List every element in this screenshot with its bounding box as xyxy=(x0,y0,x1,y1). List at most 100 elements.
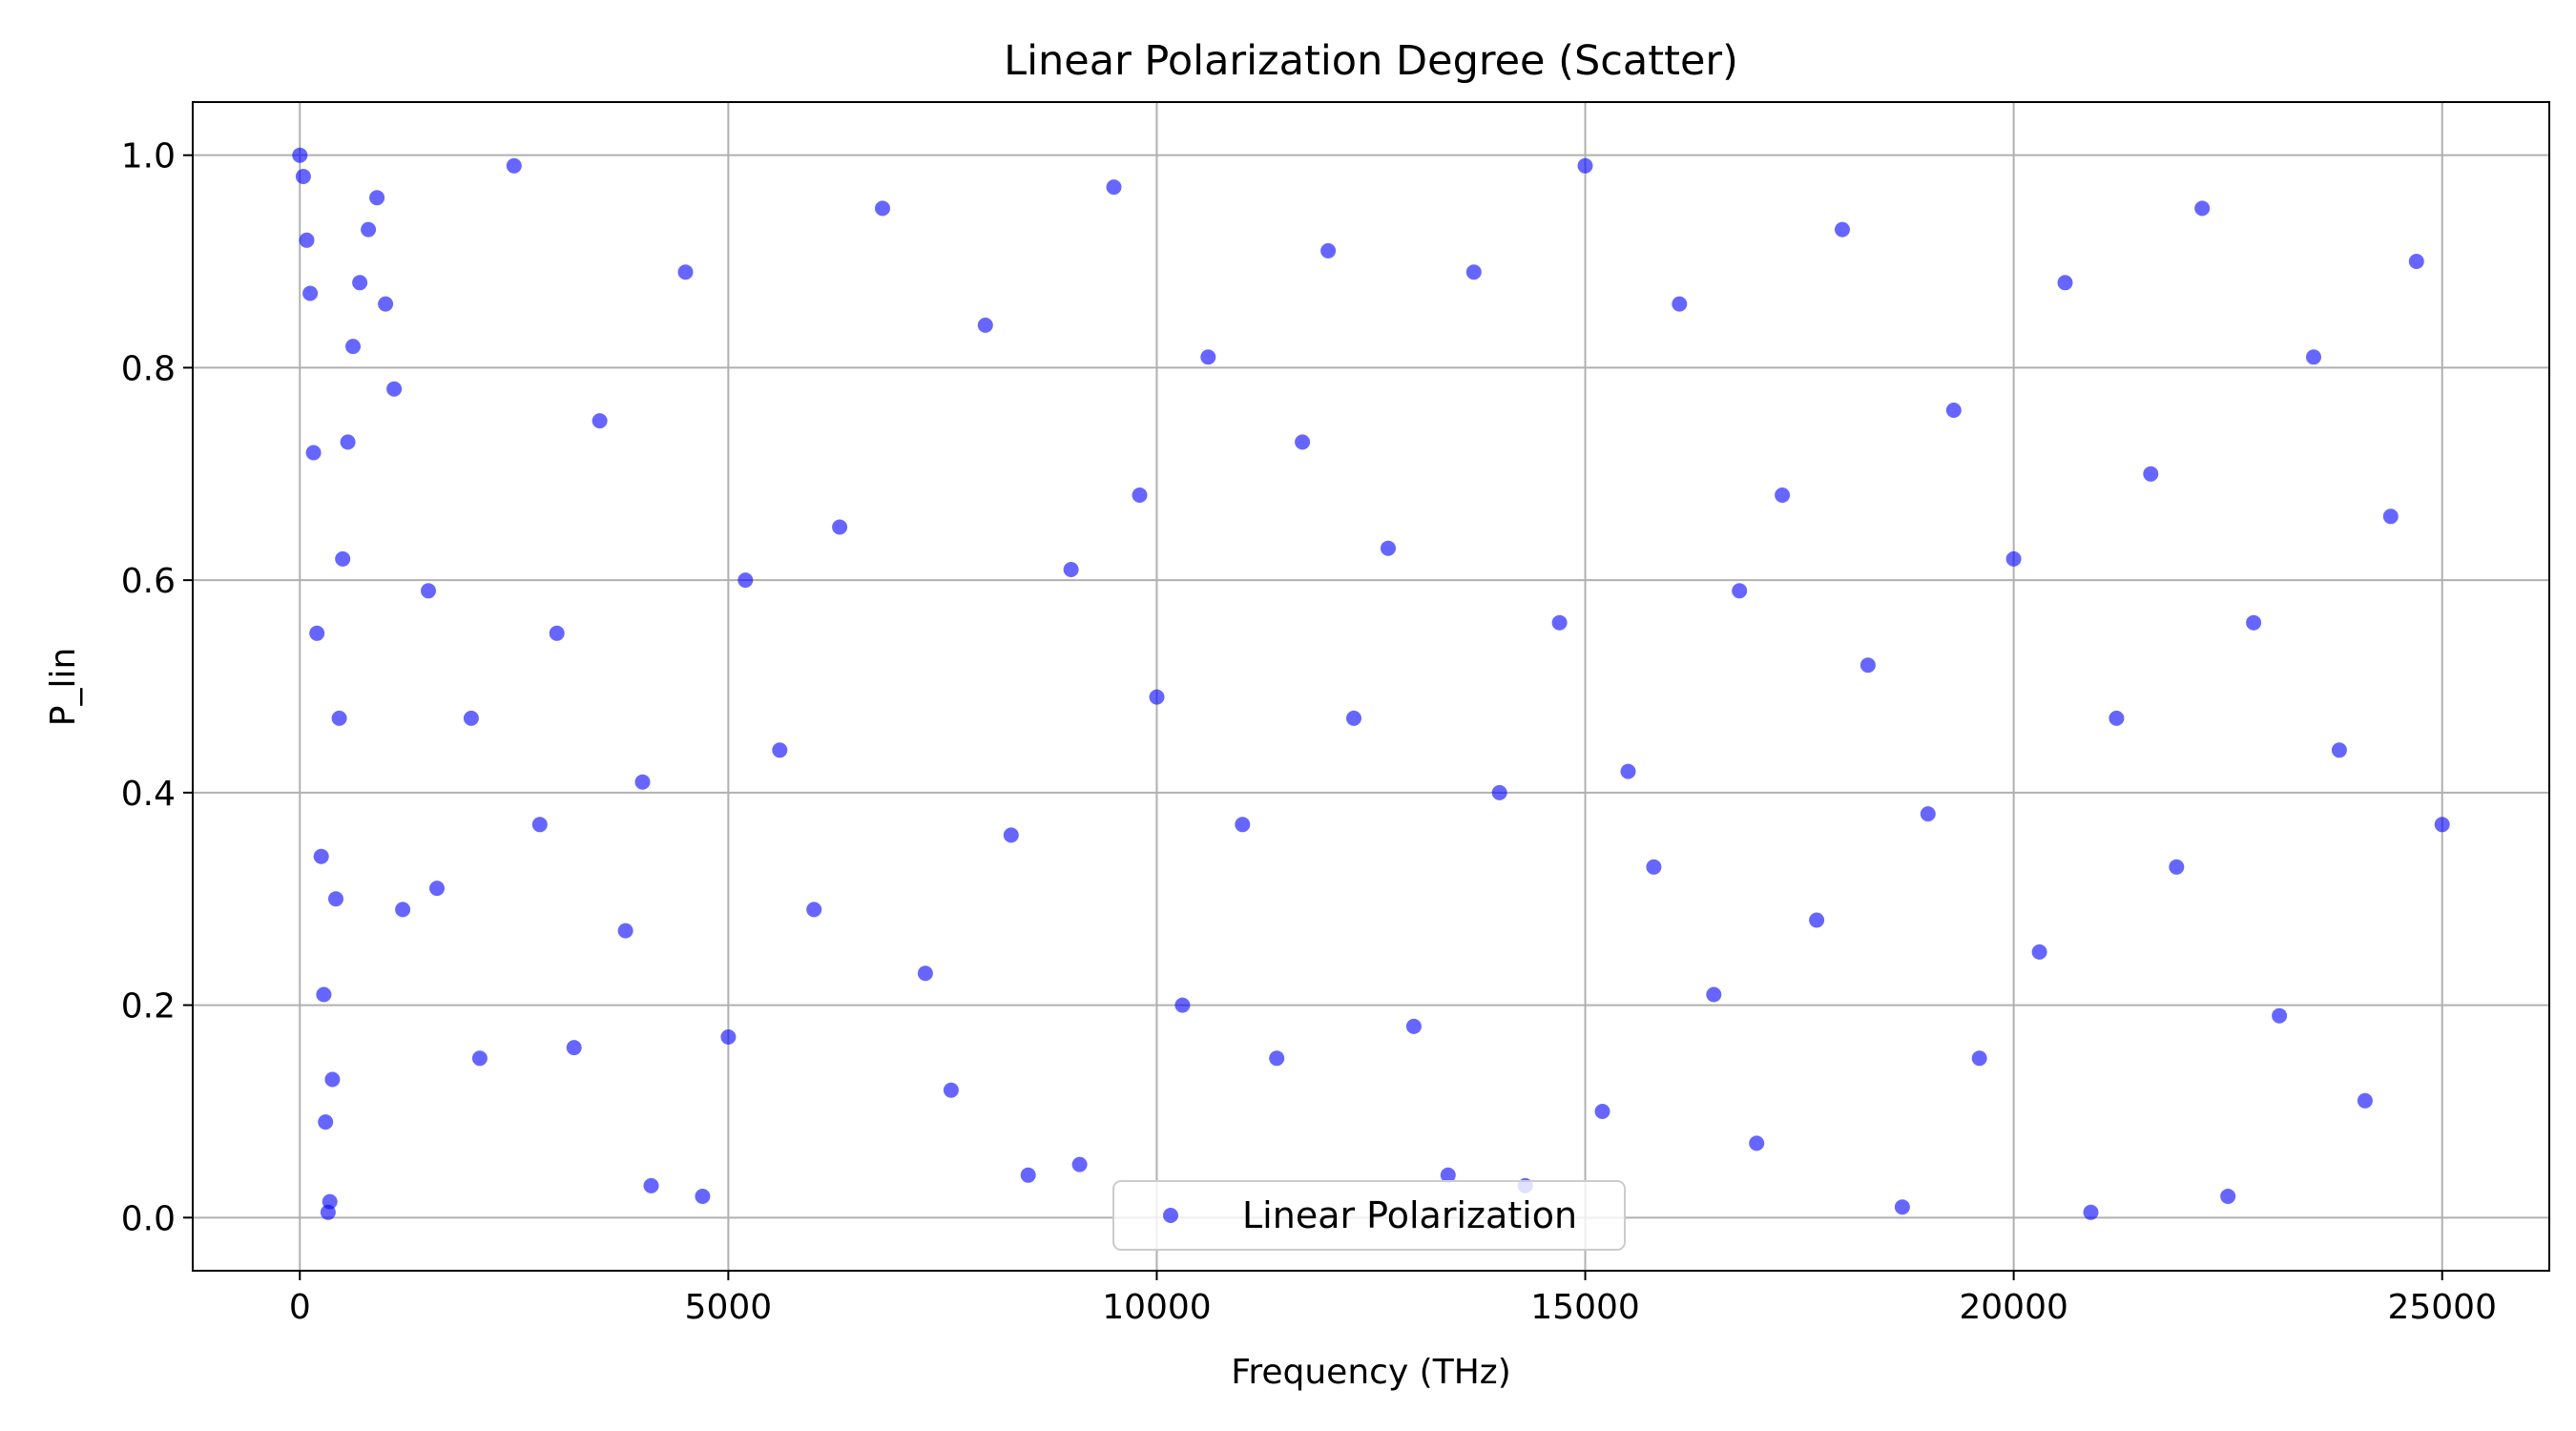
x-tick-label: 0 xyxy=(289,1288,311,1327)
scatter-point xyxy=(340,434,356,450)
scatter-point xyxy=(1071,1156,1088,1172)
x-axis-ticks: 0 5000 10000 15000 20000 25000 xyxy=(289,1271,2497,1327)
scatter-point xyxy=(977,317,993,333)
scatter-point xyxy=(1945,403,1962,418)
scatter-point xyxy=(2434,817,2450,833)
scatter-point xyxy=(313,848,329,864)
scatter-point xyxy=(1106,179,1122,196)
scatter-point xyxy=(1859,657,1876,674)
scatter-point xyxy=(1465,264,1482,280)
scatter-point xyxy=(1063,562,1079,577)
scatter-point xyxy=(720,1029,737,1045)
scatter-point xyxy=(1732,583,1748,599)
scatter-point xyxy=(1775,487,1791,503)
scatter-point xyxy=(335,550,351,567)
scatter-point xyxy=(318,1114,334,1130)
scatter-point xyxy=(2272,1007,2288,1024)
scatter-point xyxy=(2031,944,2047,960)
scatter-point xyxy=(302,285,319,301)
scatter-point xyxy=(305,445,322,461)
scatter-point xyxy=(2083,1204,2099,1220)
scatter-point xyxy=(1200,349,1216,365)
x-tick-label: 15000 xyxy=(1530,1288,1640,1327)
y-tick-label: 0.6 xyxy=(121,562,176,601)
scatter-point xyxy=(352,275,368,291)
y-tick-label: 0.0 xyxy=(121,1199,176,1238)
scatter-point xyxy=(1594,1104,1610,1119)
scatter-point xyxy=(309,625,325,641)
scatter-point xyxy=(2246,614,2262,631)
scatter-point xyxy=(1672,296,1688,312)
scatter-point xyxy=(1440,1167,1456,1183)
scatter-point xyxy=(1809,912,1825,928)
scatter-point xyxy=(617,923,634,939)
scatter-point xyxy=(2331,742,2347,758)
scatter-point xyxy=(386,381,403,397)
scatter-point xyxy=(506,157,522,174)
scatter-point xyxy=(295,169,311,184)
scatter-point xyxy=(395,902,411,918)
scatter-point xyxy=(643,1177,659,1193)
scatter-point xyxy=(361,221,377,238)
scatter-point xyxy=(1971,1050,1987,1067)
x-tick-label: 10000 xyxy=(1102,1288,1212,1327)
scatter-point xyxy=(331,710,347,726)
scatter-point xyxy=(917,965,933,982)
scatter-point xyxy=(2057,275,2073,291)
scatter-point xyxy=(737,572,754,589)
scatter-point xyxy=(695,1189,711,1204)
legend-box xyxy=(1112,1180,1626,1251)
scatter-point xyxy=(316,986,332,1003)
scatter-point xyxy=(324,1071,341,1088)
scatter-point xyxy=(2143,466,2159,482)
y-tick-label: 0.4 xyxy=(121,775,176,814)
scatter-point xyxy=(832,519,848,535)
scatter-point xyxy=(2194,200,2211,217)
scatter-point xyxy=(1491,784,1507,800)
scatter-point xyxy=(1894,1199,1910,1215)
plot-frame xyxy=(192,101,2550,1272)
scatter-point xyxy=(1295,434,1311,450)
scatter-point xyxy=(1235,817,1251,833)
scatter-point xyxy=(1749,1135,1765,1151)
scatter-point xyxy=(292,147,308,163)
y-axis-label-text: P_lin xyxy=(44,648,83,727)
y-tick-label: 1.0 xyxy=(121,137,176,176)
scatter-point xyxy=(1620,763,1636,779)
scatter-points xyxy=(292,147,2450,1220)
legend: Linear Polarization xyxy=(1112,1180,1626,1251)
scatter-point xyxy=(1381,540,1396,556)
scatter-point xyxy=(2169,859,2185,875)
scatter-point xyxy=(345,339,361,355)
scatter-point xyxy=(2408,254,2424,269)
plot-background xyxy=(193,102,2549,1271)
scatter-point xyxy=(1020,1167,1036,1183)
scatter-point xyxy=(772,742,788,758)
scatter-point xyxy=(2382,508,2399,525)
scatter-point xyxy=(1706,986,1722,1003)
scatter-point xyxy=(328,891,343,907)
scatter-point xyxy=(875,200,890,217)
scatter-point xyxy=(2005,550,2022,567)
y-axis-ticks: 0.0 0.2 0.4 0.6 0.8 1.0 xyxy=(121,137,193,1238)
x-axis-label: Frequency (THz) xyxy=(1231,1353,1510,1392)
scatter-point xyxy=(677,264,694,280)
legend-label: Linear Polarization xyxy=(1242,1194,1577,1236)
x-tick-label: 25000 xyxy=(2387,1288,2497,1327)
scatter-point xyxy=(299,232,315,248)
scatter-point xyxy=(1003,827,1019,843)
grid-lines xyxy=(193,102,2549,1271)
scatter-point xyxy=(1646,859,1662,875)
scatter-point xyxy=(2220,1189,2236,1204)
scatter-point xyxy=(592,413,608,429)
scatter-point xyxy=(1835,221,1850,238)
scatter-point xyxy=(322,1193,338,1210)
scatter-point xyxy=(806,902,822,918)
scatter-point xyxy=(634,774,651,790)
scatter-point xyxy=(1149,689,1165,705)
scatter-point xyxy=(471,1050,488,1067)
scatter-point xyxy=(1920,806,1936,822)
y-tick-label: 0.2 xyxy=(121,987,176,1027)
scatter-point xyxy=(1174,997,1191,1013)
